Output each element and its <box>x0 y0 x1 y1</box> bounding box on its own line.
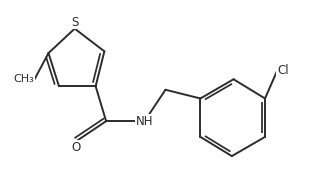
Text: Cl: Cl <box>277 64 289 77</box>
Text: S: S <box>71 16 78 29</box>
Text: O: O <box>72 141 81 154</box>
Text: CH₃: CH₃ <box>14 74 35 84</box>
Text: NH: NH <box>136 115 153 128</box>
